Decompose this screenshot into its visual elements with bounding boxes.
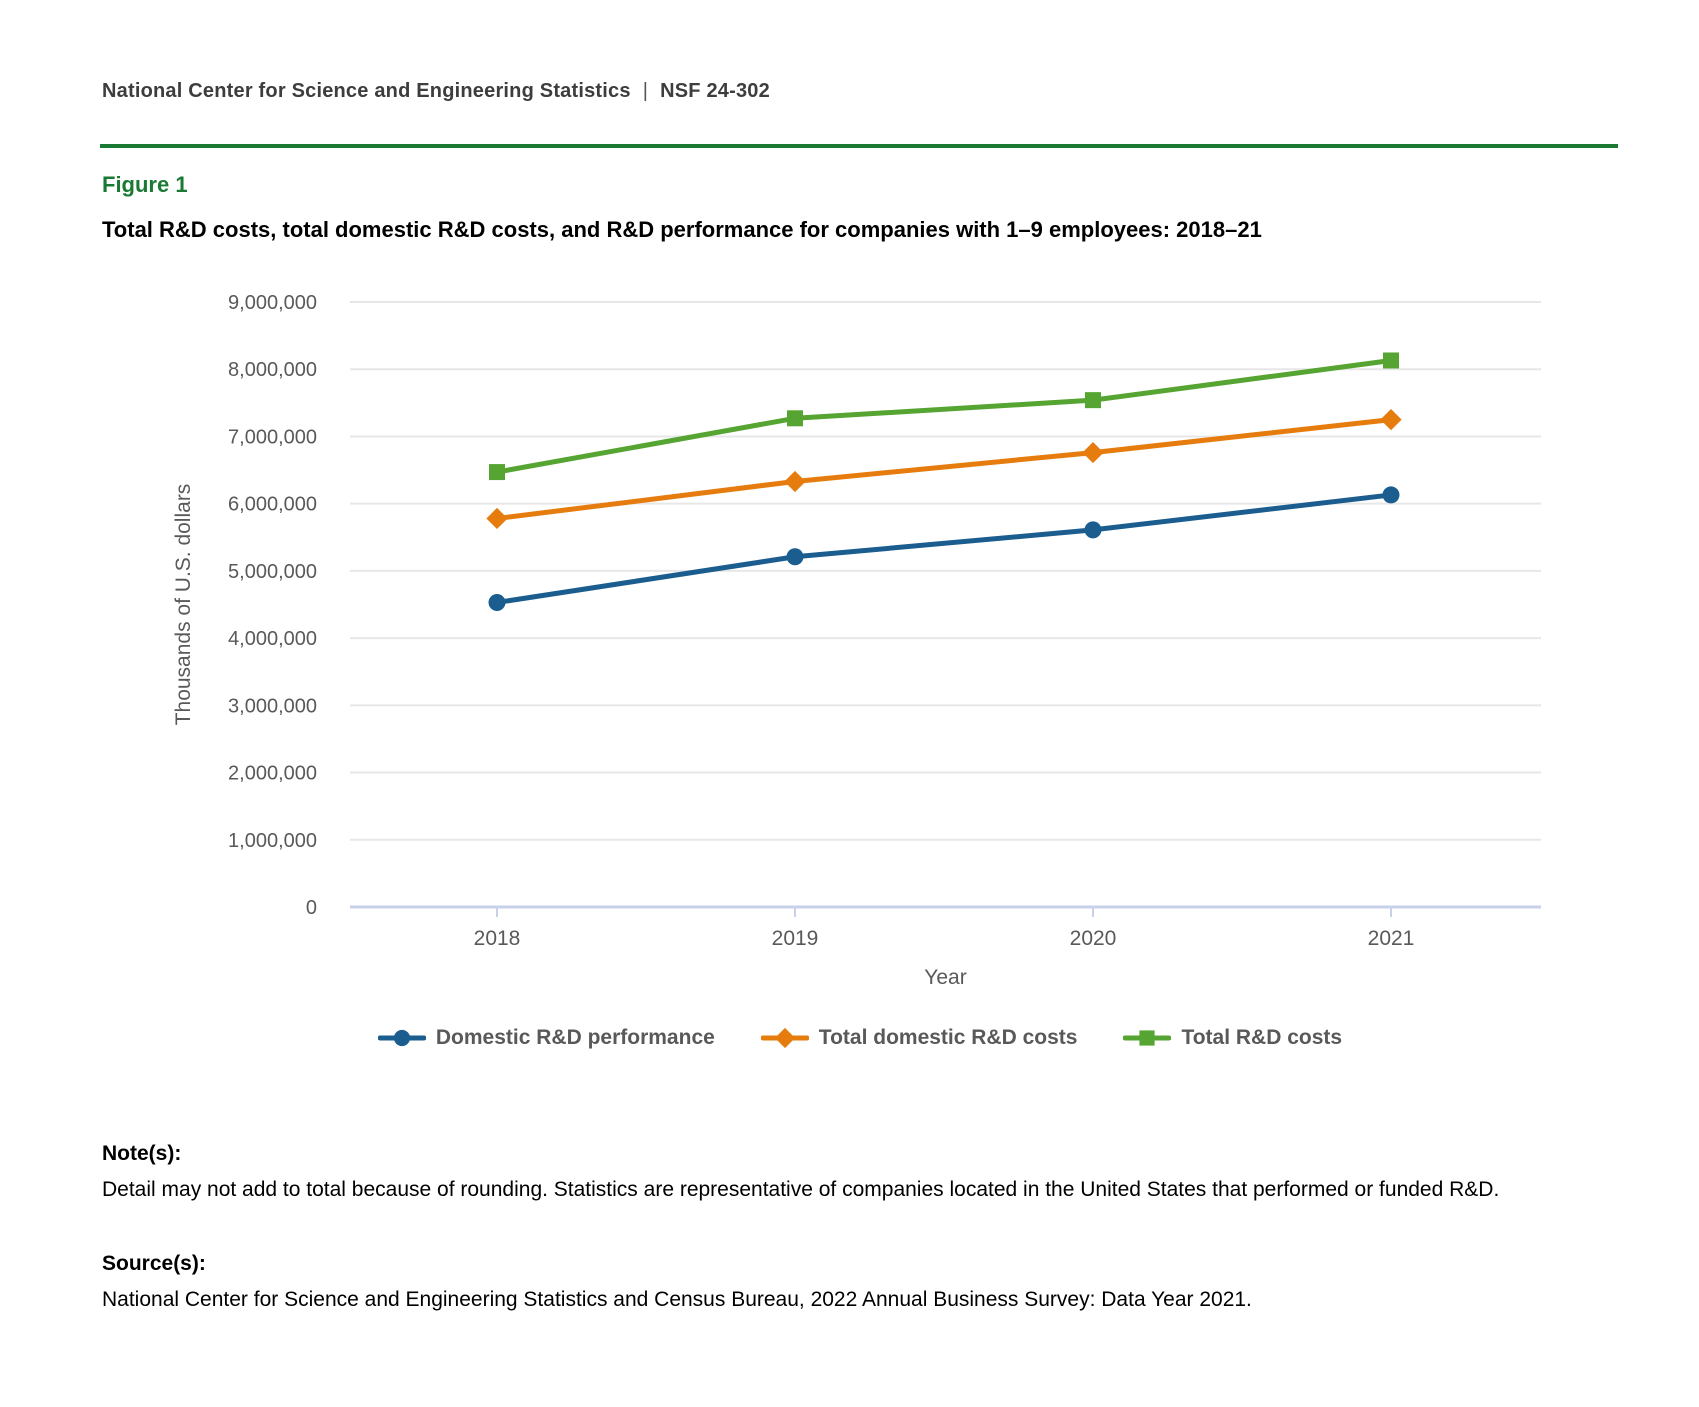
data-point-circle — [1382, 486, 1400, 504]
data-point-square — [787, 410, 803, 427]
chart-legend: Domestic R&D performance Total domestic R… — [100, 1026, 1620, 1050]
data-point-diamond — [1380, 409, 1402, 431]
header-divider — [100, 144, 1618, 148]
legend-swatch-circle-icon — [377, 1029, 426, 1047]
sources-text: National Center for Science and Engineer… — [102, 1288, 1252, 1311]
data-point-square — [489, 464, 505, 481]
legend-swatch-diamond-icon — [760, 1027, 809, 1049]
data-point-diamond — [486, 507, 508, 530]
y-tick-label: 1,000,000 — [228, 830, 317, 852]
y-tick-label: 7,000,000 — [228, 426, 317, 448]
x-tick-label: 2019 — [772, 927, 819, 950]
y-tick-label: 0 — [306, 897, 317, 919]
chart-title: Total R&D costs, total domestic R&D cost… — [102, 217, 1262, 242]
y-tick-label: 9,000,000 — [228, 292, 317, 314]
figure-label: Figure 1 — [102, 172, 188, 197]
data-point-square — [1085, 392, 1101, 409]
data-point-square — [1383, 352, 1399, 369]
chart-area: 0 1,000,000 2,000,000 3,000,000 4,000,000 5,0… — [100, 260, 1620, 995]
series-line — [494, 417, 1394, 521]
sources-section: Source(s): National Center for Science a… — [102, 1246, 1598, 1318]
y-tick-label: 4,000,000 — [228, 628, 317, 650]
x-tick-label: 2021 — [1368, 927, 1415, 950]
legend-item: Total R&D costs — [1123, 1026, 1342, 1050]
series-domestic-r-d-performance — [488, 486, 1400, 611]
header-separator: | — [642, 80, 649, 102]
x-axis-title: Year — [924, 966, 966, 989]
y-tick-label: 6,000,000 — [228, 494, 317, 516]
y-tick-label: 2,000,000 — [228, 763, 317, 785]
y-tick-label: 5,000,000 — [228, 561, 317, 583]
report-number: NSF 24-302 — [660, 80, 770, 102]
series-line — [494, 492, 1394, 605]
series-total-r-d-costs — [489, 352, 1399, 481]
data-point-circle — [393, 1029, 410, 1047]
legend-swatch-square-icon — [1123, 1030, 1172, 1046]
sources-label: Source(s): — [102, 1252, 206, 1275]
notes-section: Note(s): Detail may not add to total bec… — [102, 1136, 1598, 1208]
y-tick-label: 8,000,000 — [228, 359, 317, 381]
agency-name: National Center for Science and Engineer… — [102, 80, 631, 102]
data-point-circle — [786, 548, 804, 566]
legend-label: Domestic R&D performance — [435, 1026, 715, 1049]
data-point-diamond — [774, 1027, 795, 1049]
x-tick-label: 2018 — [474, 927, 521, 950]
y-axis-title: Thousands of U.S. dollars — [172, 484, 195, 726]
y-tick-label: 3,000,000 — [228, 695, 317, 717]
legend-label: Total R&D costs — [1181, 1026, 1343, 1049]
notes-text: Detail may not add to total because of r… — [102, 1178, 1500, 1201]
line-chart: 0 1,000,000 2,000,000 3,000,000 4,000,000 5,0… — [172, 292, 1541, 989]
notes-label: Note(s): — [102, 1142, 182, 1165]
data-point-circle — [488, 593, 506, 611]
data-point-diamond — [1082, 441, 1104, 464]
document-header: National Center for Science and Engineer… — [102, 80, 770, 103]
legend-item: Total domestic R&D costs — [760, 1026, 1078, 1050]
data-point-diamond — [784, 470, 806, 493]
data-point-circle — [1084, 521, 1102, 539]
legend-label: Total domestic R&D costs — [818, 1026, 1078, 1049]
series-line — [494, 357, 1394, 475]
legend-item: Domestic R&D performance — [377, 1026, 715, 1050]
x-tick-label: 2020 — [1070, 927, 1117, 950]
data-point-square — [1139, 1030, 1156, 1046]
